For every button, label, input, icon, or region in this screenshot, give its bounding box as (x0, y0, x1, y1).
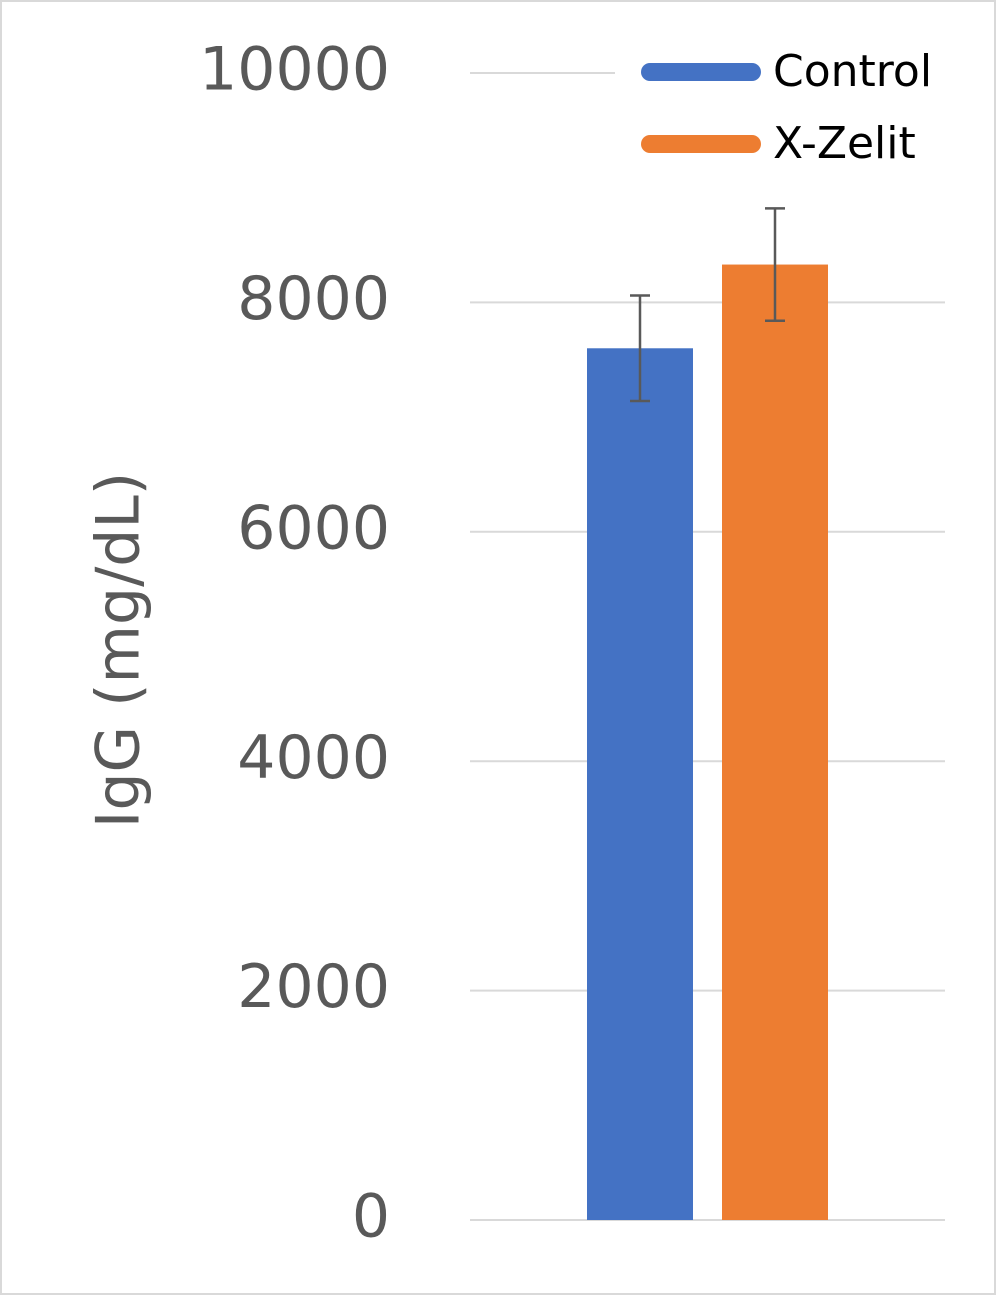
legend-label: Control (773, 46, 932, 97)
y-tick-label: 10000 (199, 35, 390, 105)
error-bar (630, 294, 650, 403)
y-tick-label: 6000 (237, 493, 390, 563)
y-tick-label: 0 (352, 1182, 390, 1252)
y-axis-label: IgG (mg/dL) (84, 472, 154, 828)
y-tick-label: 2000 (237, 952, 390, 1022)
bar (587, 348, 693, 1220)
bar (722, 264, 828, 1220)
y-tick-label: 8000 (237, 264, 390, 334)
legend-label: X-Zelit (773, 118, 916, 169)
y-tick-label: 4000 (237, 723, 390, 793)
error-bar (765, 207, 785, 323)
